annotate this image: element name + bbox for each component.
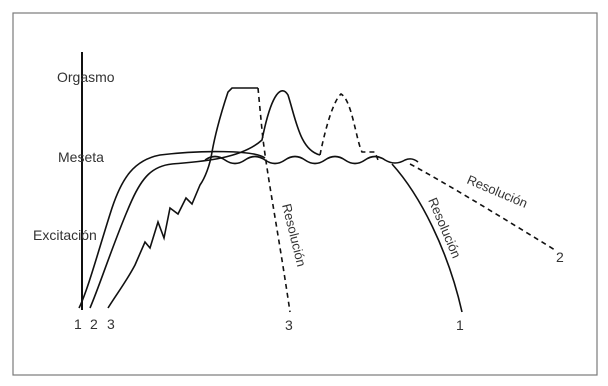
phase-label-excitement: Excitación	[33, 227, 97, 243]
curve-1-resolution	[391, 163, 463, 313]
curve-2-excitation	[89, 90, 321, 309]
curve-1-plateau-wavy	[204, 155, 419, 165]
phase-label-plateau: Meseta	[58, 149, 104, 165]
curve-start-label-3: 3	[107, 316, 115, 332]
phase-label-orgasm: Orgasmo	[57, 69, 115, 85]
curve-3-excitation	[107, 87, 258, 309]
resolution-label-curve-3: Resolución	[279, 202, 309, 268]
resolution-label-curve-1: Resolución	[425, 195, 464, 260]
curve-2-second-peak	[319, 93, 379, 161]
curve-start-label-1: 1	[74, 316, 82, 332]
curve-3-resolution	[257, 87, 291, 313]
curve-end-label-1: 1	[456, 317, 464, 333]
curve-start-label-2: 2	[90, 316, 98, 332]
resolution-label-curve-2: Resolución	[465, 172, 530, 211]
curve-2-resolution	[409, 163, 556, 251]
curve-1-excitation	[78, 150, 266, 309]
curve-end-label-3: 3	[285, 317, 293, 333]
curve-end-label-2: 2	[556, 249, 564, 265]
figure-frame	[12, 12, 598, 376]
